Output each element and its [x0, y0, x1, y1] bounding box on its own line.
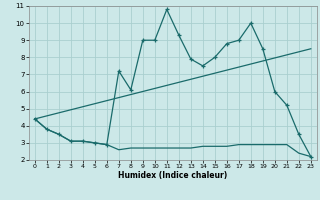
X-axis label: Humidex (Indice chaleur): Humidex (Indice chaleur)	[118, 171, 228, 180]
